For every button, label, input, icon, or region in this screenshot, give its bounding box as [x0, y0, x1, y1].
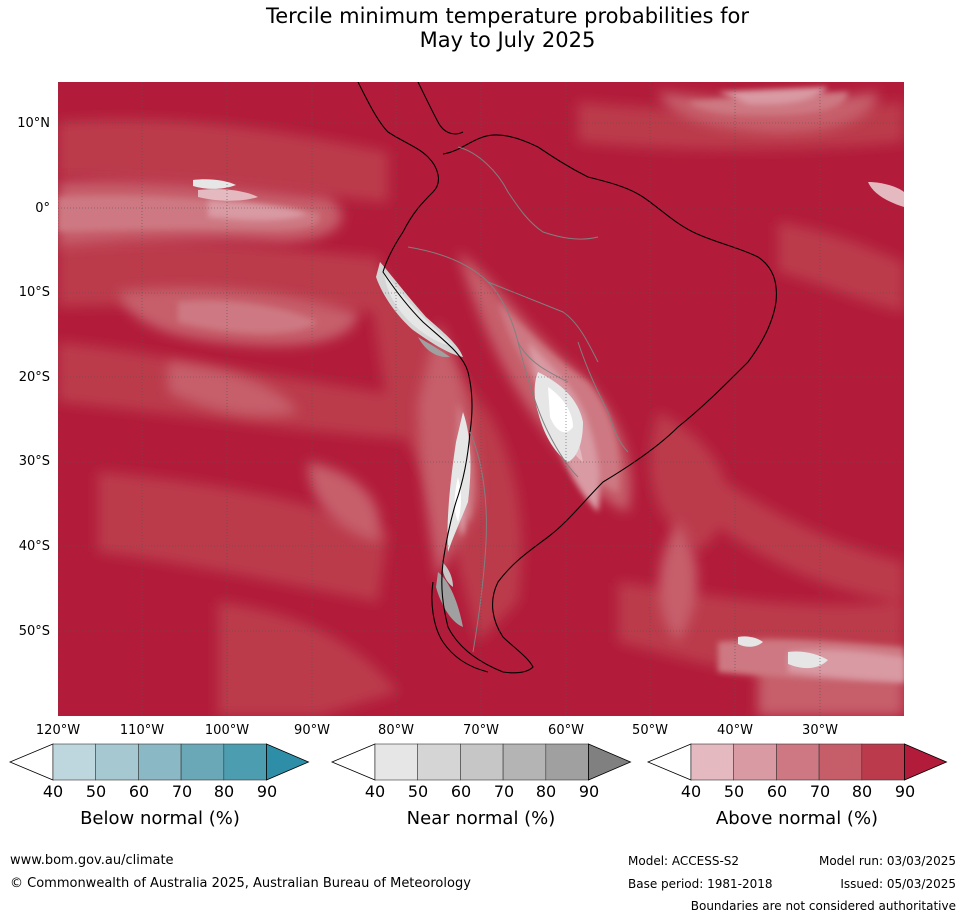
lon-label-30w: 30°W: [802, 723, 838, 738]
lon-label-70w: 70°W: [463, 723, 499, 738]
colorbar-segment: [95, 743, 139, 781]
coastlines: [357, 82, 777, 674]
near-normal-label: Near normal (%): [406, 808, 556, 829]
colorbar-segment: [52, 743, 97, 781]
near-tick-80: 80: [535, 782, 557, 801]
above-tick-40: 40: [680, 782, 702, 801]
website-link[interactable]: www.bom.gov.au/climate: [10, 853, 174, 868]
colorbar-segment: [180, 743, 225, 781]
below-tick-90: 90: [256, 782, 278, 801]
lon-label-50w: 50°W: [632, 723, 668, 738]
near-tick-90: 90: [578, 782, 600, 801]
near-tick-50: 50: [407, 782, 429, 801]
lon-label-80w: 80°W: [378, 723, 414, 738]
colorbar-segment: [374, 743, 419, 781]
above-tick-50: 50: [723, 782, 745, 801]
colorbar-segment: [776, 743, 820, 781]
near-tick-60: 60: [450, 782, 472, 801]
below-tick-60: 60: [128, 782, 150, 801]
below-tick-40: 40: [42, 782, 64, 801]
colorbar-segment: [733, 743, 777, 781]
lat-label-50s: 50°S: [18, 624, 50, 639]
colorbar-below-normal: [8, 743, 310, 781]
model-run-text: Model run: 03/03/2025: [818, 854, 956, 868]
near-normal-regions: [193, 179, 828, 669]
colorbar-segment: [460, 743, 504, 781]
colorbar-min-triangle: [8, 743, 54, 781]
below-tick-70: 70: [171, 782, 193, 801]
lon-label-60w: 60°W: [548, 723, 584, 738]
title-line-2: May to July 2025: [419, 28, 596, 52]
colorbar-segment: [138, 743, 182, 781]
lat-label-20s: 20°S: [18, 370, 50, 385]
lat-label-10s: 10°S: [18, 285, 50, 300]
lat-label-40s: 40°S: [18, 539, 50, 554]
issued-text: Issued: 05/03/2025: [840, 877, 956, 891]
above-tick-80: 80: [851, 782, 873, 801]
below-tick-80: 80: [213, 782, 235, 801]
lon-label-90w: 90°W: [294, 723, 330, 738]
above-tick-90: 90: [894, 782, 916, 801]
map-title: Tercile minimum temperature probabilitie…: [0, 4, 965, 52]
lon-label-40w: 40°W: [717, 723, 753, 738]
lon-label-100w: 100°W: [204, 723, 250, 738]
disclaimer-text: Boundaries are not considered authoritat…: [690, 899, 956, 913]
base-period-text: Base period: 1981-2018: [628, 877, 773, 891]
copyright-text: © Commonwealth of Australia 2025, Austra…: [10, 876, 471, 891]
colorbar-min-triangle: [646, 743, 692, 781]
below-normal-label: Below normal (%): [80, 808, 240, 829]
title-line-1: Tercile minimum temperature probabilitie…: [265, 4, 750, 28]
borders: [407, 146, 629, 653]
colorbar-max-triangle: [588, 743, 632, 781]
lon-label-120w: 120°W: [35, 723, 81, 738]
colorbar-segment: [545, 743, 589, 781]
colorbar-segment: [502, 743, 547, 781]
colorbar-segment: [223, 743, 267, 781]
below-tick-50: 50: [85, 782, 107, 801]
above-tick-60: 60: [766, 782, 788, 801]
above-tick-70: 70: [809, 782, 831, 801]
above-normal-label: Above normal (%): [715, 808, 879, 829]
colorbar-above-normal: [646, 743, 948, 781]
colorbar-near-normal: [330, 743, 632, 781]
model-text: Model: ACCESS-S2: [628, 854, 740, 868]
colorbar-max-triangle: [904, 743, 948, 781]
colorbar-segment: [417, 743, 461, 781]
near-tick-70: 70: [493, 782, 515, 801]
lon-label-110w: 110°W: [119, 723, 165, 738]
colorbar-min-triangle: [330, 743, 376, 781]
graticule: [58, 82, 904, 716]
lat-label-0: 0°: [35, 201, 50, 216]
lat-label-10n: 10°N: [17, 116, 50, 131]
colorbar-max-triangle: [266, 743, 310, 781]
probability-map: [58, 82, 904, 716]
colorbar-segment: [690, 743, 735, 781]
lat-label-30s: 30°S: [18, 454, 50, 469]
colorbar-segment: [818, 743, 863, 781]
near-tick-40: 40: [364, 782, 386, 801]
colorbar-segment: [861, 743, 905, 781]
